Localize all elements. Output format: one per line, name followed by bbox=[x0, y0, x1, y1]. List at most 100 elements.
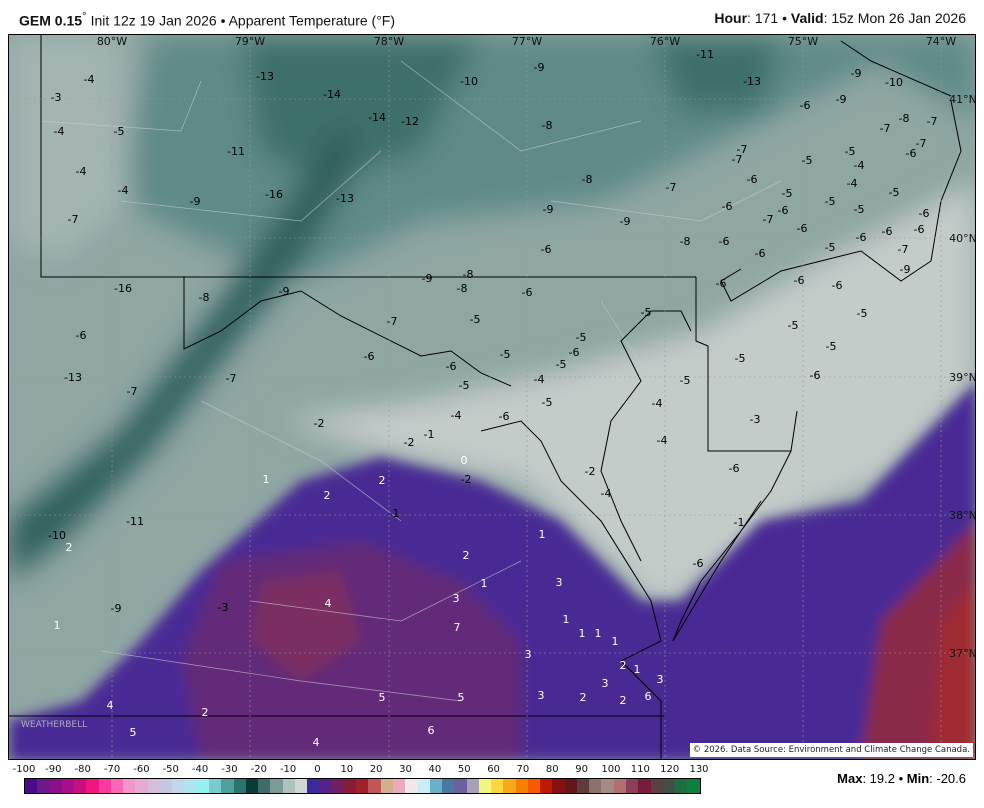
temperature-value: -6 bbox=[856, 231, 867, 244]
colorbar-segment bbox=[184, 779, 197, 793]
temperature-value: -11 bbox=[696, 48, 714, 61]
temperature-value: 4 bbox=[325, 597, 332, 610]
colorbar-tick-label: -40 bbox=[191, 764, 209, 775]
temperature-value: -16 bbox=[114, 282, 132, 295]
temperature-value: -8 bbox=[199, 291, 210, 304]
model-name: GEM 0.15 bbox=[19, 12, 83, 29]
temperature-value: 1 bbox=[481, 577, 488, 590]
temperature-value: -2 bbox=[314, 417, 325, 430]
temperature-value: -14 bbox=[323, 88, 341, 101]
colorbar-segment bbox=[515, 779, 528, 793]
longitude-label: 76°W bbox=[650, 35, 680, 48]
temperature-value: 2 bbox=[202, 706, 209, 719]
init-and-parameter: Init 12z 19 Jan 2026 • Apparent Temperat… bbox=[86, 12, 396, 29]
longitude-label: 78°W bbox=[374, 35, 404, 48]
temperature-value: -4 bbox=[652, 397, 663, 410]
temperature-value: 3 bbox=[538, 689, 545, 702]
colorbar-segment bbox=[380, 779, 393, 793]
temperature-value: -5 bbox=[854, 203, 865, 216]
longitude-label: 77°W bbox=[512, 35, 542, 48]
colorbar-segment bbox=[368, 779, 381, 793]
colorbar-segment bbox=[98, 779, 111, 793]
temperature-value: -4 bbox=[657, 434, 668, 447]
colorbar-segment bbox=[123, 779, 136, 793]
colorbar-segment bbox=[110, 779, 124, 793]
colorbar-tick-label: 120 bbox=[660, 764, 680, 775]
temperature-value: -7 bbox=[666, 181, 677, 194]
temperature-value: -1 bbox=[424, 428, 435, 441]
temperature-value: -7 bbox=[737, 143, 748, 156]
temperature-value: 3 bbox=[657, 673, 664, 686]
temperature-value: -7 bbox=[763, 213, 774, 226]
value-labels: -4-3-4 -5-4-4-7-9-13-14-14 -12-11-16 -13-10… bbox=[48, 48, 937, 749]
colorbar-segment bbox=[25, 779, 38, 793]
colorbar-tick-label: 80 bbox=[545, 764, 559, 775]
colorbar-segment bbox=[540, 779, 553, 793]
latitude-label: 41°N bbox=[949, 93, 976, 106]
colorbar-segment bbox=[245, 779, 259, 793]
temperature-value: -1 bbox=[734, 516, 745, 529]
temperature-value: 6 bbox=[645, 690, 652, 703]
colorbar-tick-label: 100 bbox=[601, 764, 621, 775]
colorbar-tick-label: -10 bbox=[279, 764, 297, 775]
temperature-value: 2 bbox=[620, 694, 627, 707]
colorbar-segment bbox=[196, 779, 209, 793]
temperature-value: -6 bbox=[747, 173, 758, 186]
temperature-value: -6 bbox=[76, 329, 87, 342]
colorbar-segment bbox=[564, 779, 577, 793]
temperature-value: -4 bbox=[534, 373, 545, 386]
temperature-value: -7 bbox=[898, 243, 909, 256]
colorbar-tick-label: 130 bbox=[689, 764, 709, 775]
colorbar-segment bbox=[159, 779, 173, 793]
colorbar-segment bbox=[233, 779, 246, 793]
temperature-value: -6 bbox=[800, 99, 811, 112]
temperature-value: -6 bbox=[810, 369, 821, 382]
colorbar-segment bbox=[37, 779, 50, 793]
colorbar-segment bbox=[294, 779, 308, 793]
temperature-value: -13 bbox=[336, 192, 354, 205]
colorbar-segment bbox=[331, 779, 344, 793]
temperature-value: -5 bbox=[825, 241, 836, 254]
colorbar-segment bbox=[638, 779, 651, 793]
temperature-value: -6 bbox=[882, 225, 893, 238]
temperature-value: -6 bbox=[716, 277, 727, 290]
colorbar-tick-label: 10 bbox=[340, 764, 354, 775]
colorbar-tick-label: -20 bbox=[250, 764, 267, 775]
temperature-value: -2 bbox=[404, 436, 415, 449]
temperature-value: -6 bbox=[729, 462, 740, 475]
temperature-value: -5 bbox=[641, 306, 652, 319]
temperature-value: -5 bbox=[459, 379, 470, 392]
temperature-value: -5 bbox=[576, 331, 587, 344]
colorbar-segment bbox=[466, 779, 479, 793]
latitude-label: 38°N bbox=[949, 509, 976, 522]
colorbar-tick-label: 60 bbox=[487, 764, 500, 775]
colorbar-segment bbox=[650, 779, 663, 793]
temperature-value: -6 bbox=[755, 247, 766, 260]
temperature-value: -3 bbox=[750, 413, 761, 426]
colorbar-segment bbox=[405, 779, 418, 793]
temperature-value: 1 bbox=[612, 635, 619, 648]
temperature-value: -6 bbox=[569, 346, 580, 359]
colorbar-segment bbox=[258, 779, 271, 793]
colorbar-segment bbox=[343, 779, 357, 793]
temperature-value: -13 bbox=[64, 371, 82, 384]
colorbar-segment bbox=[221, 779, 234, 793]
temperature-value: -5 bbox=[857, 307, 868, 320]
temperature-map[interactable]: 80°W 79°W 78°W 77°W 76°W 75°W 74°W 41°N 40°N 39°N… bbox=[8, 34, 976, 760]
map-title: GEM 0.15° Init 12z 19 Jan 2026 • Apparen… bbox=[19, 10, 395, 29]
colorbar-tick-label: -100 bbox=[12, 764, 36, 775]
colorbar-segment bbox=[307, 779, 320, 793]
colorbar-segment bbox=[491, 779, 504, 793]
state-borders bbox=[9, 35, 962, 759]
colorbar-tick-label: -70 bbox=[103, 764, 121, 775]
colorbar-segment bbox=[208, 779, 222, 793]
temperature-value: 4 bbox=[313, 736, 320, 749]
temperature-value: -5 bbox=[788, 319, 799, 332]
colorbar-tick-label: -50 bbox=[162, 764, 179, 775]
temperature-value: -6 bbox=[919, 207, 930, 220]
temperature-value: -4 bbox=[118, 184, 129, 197]
colorbar-segment bbox=[417, 779, 430, 793]
temperature-value: -11 bbox=[126, 515, 144, 528]
temperature-value: -7 bbox=[127, 385, 138, 398]
max-value: : 19.2 • bbox=[862, 771, 907, 786]
